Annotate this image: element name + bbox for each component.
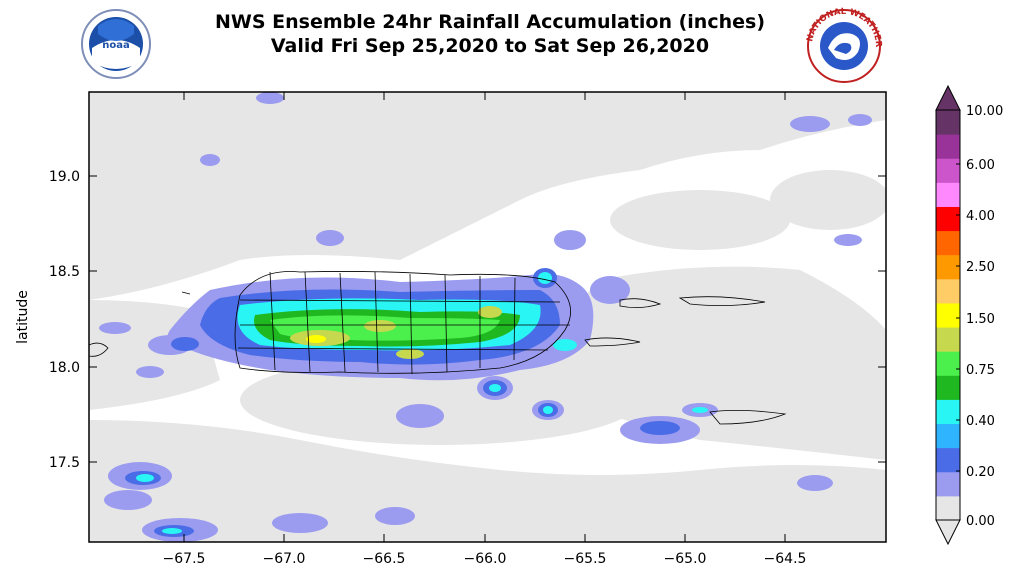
colorbar-label: 10.00 bbox=[966, 104, 1003, 119]
colorbar-cell bbox=[936, 134, 960, 159]
yellow-rain-layer bbox=[306, 335, 326, 343]
x-tick-label: −64.5 bbox=[764, 551, 807, 567]
colorbar-cell bbox=[936, 110, 960, 135]
y-axis bbox=[89, 175, 886, 463]
y-tick-label: 19.0 bbox=[49, 169, 80, 185]
noaa-logo: noaa bbox=[81, 9, 151, 79]
colorbar-cell bbox=[936, 302, 960, 328]
colorbar-cell bbox=[936, 278, 960, 304]
page-title: NWS Ensemble 24hr Rainfall Accumulation … bbox=[214, 11, 766, 33]
y-tick-label: 18.5 bbox=[49, 264, 80, 280]
x-tick-label: −65.0 bbox=[664, 551, 707, 567]
colorbar-cells bbox=[936, 110, 960, 521]
colorbar-ticks bbox=[956, 109, 960, 521]
y-tick-label: 18.0 bbox=[49, 360, 80, 376]
colorbar-label: 0.40 bbox=[966, 414, 995, 429]
map-frame bbox=[88, 91, 887, 543]
colorbar-cell bbox=[936, 254, 960, 280]
colorbar-label: 0.75 bbox=[966, 363, 995, 378]
coastline-layer bbox=[89, 271, 787, 425]
colorbar-cell bbox=[936, 423, 960, 449]
colorbar-bottom-arrow bbox=[935, 519, 961, 546]
colorbar-cell bbox=[936, 158, 960, 183]
colorbar-label: 0.20 bbox=[966, 465, 995, 480]
colorbar-label: 1.50 bbox=[966, 312, 995, 327]
trace-rain-layer bbox=[89, 92, 886, 542]
colorbar-label: 4.00 bbox=[966, 209, 995, 224]
colorbar-cell bbox=[936, 471, 960, 497]
colorbar-cell bbox=[936, 230, 960, 256]
colorbar-cell bbox=[936, 351, 960, 376]
colorbar-cell bbox=[936, 182, 960, 207]
y-axis-label: latitude bbox=[15, 290, 31, 344]
noaa-logo-text: noaa bbox=[102, 40, 130, 51]
colorbar-frame bbox=[935, 109, 961, 521]
x-axis bbox=[183, 92, 786, 542]
x-tick-label: −67.0 bbox=[263, 551, 306, 567]
x-tick-label: −66.5 bbox=[363, 551, 406, 567]
title-block: NWS Ensemble 24hr Rainfall Accumulation … bbox=[170, 10, 810, 58]
colorbar-cell bbox=[936, 375, 960, 400]
nws-logo: NATIONAL WEATHER SERVICE bbox=[800, 4, 883, 83]
x-tick-label: −67.5 bbox=[163, 551, 206, 567]
colorbar-label: 0.00 bbox=[966, 514, 995, 529]
x-tick-label: −65.5 bbox=[564, 551, 607, 567]
colorbar-cell bbox=[936, 447, 960, 473]
y-tick-label: 17.5 bbox=[49, 455, 80, 471]
colorbar-cell bbox=[936, 327, 960, 352]
x-tick-label: −66.0 bbox=[464, 551, 507, 567]
colorbar-cell bbox=[936, 495, 960, 521]
colorbar-cell bbox=[936, 206, 960, 232]
colorbar-label: 2.50 bbox=[966, 260, 995, 275]
page-subtitle: Valid Fri Sep 25,2020 to Sat Sep 26,2020 bbox=[270, 35, 710, 57]
colorbar-top-arrow bbox=[935, 84, 961, 111]
colorbar-label: 6.00 bbox=[966, 158, 995, 173]
